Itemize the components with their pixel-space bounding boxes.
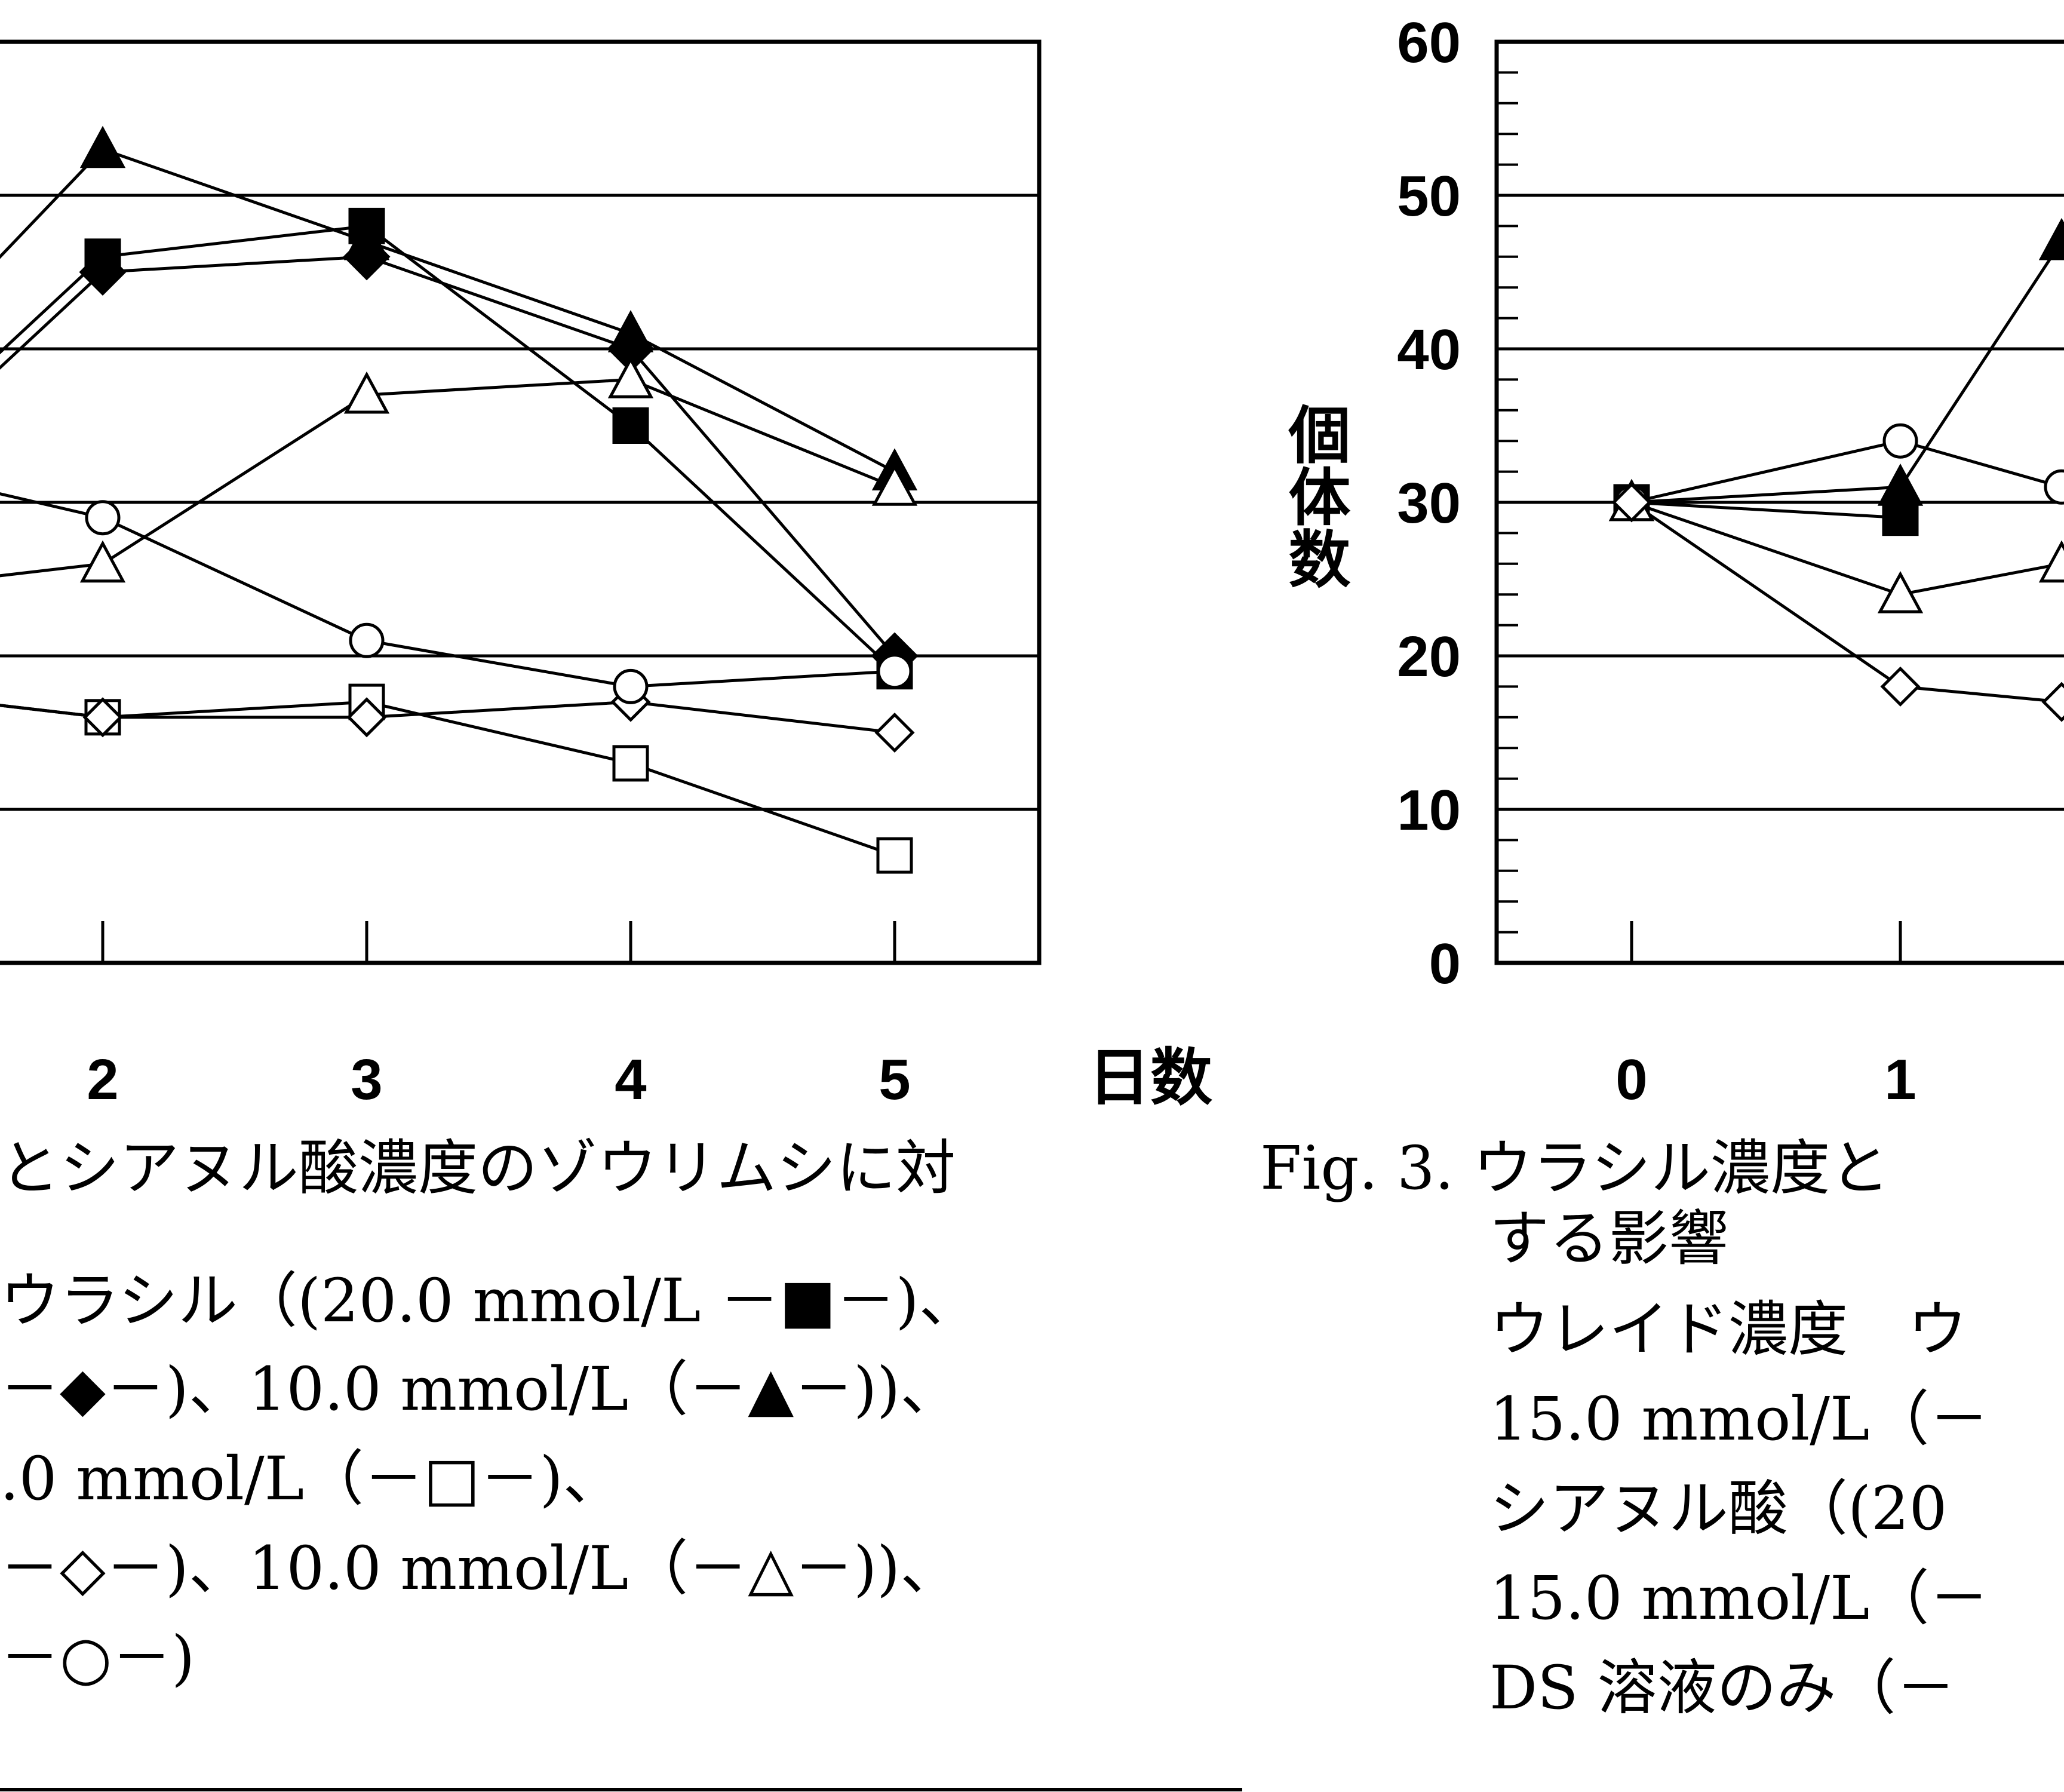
data-point-open-triangle <box>343 371 390 414</box>
data-point-open-triangle <box>1877 570 1924 613</box>
series-line-filled-triangle <box>0 148 896 473</box>
data-point-open-diamond <box>2041 682 2064 722</box>
series-line-filled-square <box>1631 501 1901 520</box>
caption-right-line: 15.0 mmol/L（－ <box>1489 1384 1989 1454</box>
chart-left: 2 3 4 5 日数 <box>0 39 1212 1114</box>
data-point-open-square <box>876 837 913 874</box>
data-point-open-diamond <box>82 697 123 738</box>
y-axis-label: 個体数 <box>1277 403 1351 589</box>
data-point-filled-square <box>612 407 649 444</box>
caption-left-line: .0 mmol/L（－□－)、 <box>0 1444 623 1514</box>
caption-left-line: とシアヌル酸濃度のゾウリムシに対 <box>0 1133 956 1203</box>
x-tick-label: 4 <box>615 1048 646 1112</box>
y-tick-label: 30 <box>1397 471 1461 535</box>
caption-left-line: －○－) <box>0 1623 195 1693</box>
data-point-open-circle <box>613 668 649 704</box>
caption-right-line: Fig. 3. ウラシル濃度と <box>1260 1133 1890 1203</box>
data-point-filled-square <box>1882 499 1919 536</box>
y-tick-label: 60 <box>1397 11 1461 75</box>
data-point-open-triangle <box>871 464 918 506</box>
series-line-filled-triangle <box>1631 240 2063 504</box>
data-point-open-triangle <box>607 356 654 398</box>
series-line-filled-diamond <box>0 255 896 657</box>
series-line-open-diamond <box>1630 501 2062 704</box>
data-point-filled-triangle <box>79 125 126 168</box>
x-tick-label: 3 <box>351 1048 382 1112</box>
x-tick-label: 0 <box>1615 1048 1647 1112</box>
data-point-open-diamond <box>874 712 915 753</box>
data-point-filled-triangle <box>343 217 390 260</box>
series-line-open-triangle <box>0 378 895 578</box>
caption-right-line: 15.0 mmol/L（－ <box>1489 1563 1989 1633</box>
data-point-filled-triangle <box>2038 217 2064 260</box>
data-point-open-circle <box>2044 469 2064 505</box>
caption-left-line: ウラシル（(20.0 mmol/L －■－)、 <box>0 1266 979 1336</box>
series-group <box>0 125 919 874</box>
y-tick-label: 20 <box>1397 625 1461 689</box>
caption-left-line: －◆－)、10.0 mmol/L（－▲－))、 <box>0 1354 960 1424</box>
series-line-open-circle <box>1631 439 2062 504</box>
data-point-open-square <box>612 745 649 782</box>
y-tick-label: 0 <box>1429 932 1461 996</box>
data-point-open-circle <box>349 622 385 658</box>
data-point-open-diamond <box>346 697 387 738</box>
x-tick-label: 2 <box>87 1048 118 1112</box>
series-line-open-square <box>0 700 895 857</box>
caption-right-line: する影響 <box>1489 1204 1728 1274</box>
data-point-filled-diamond <box>79 248 127 296</box>
data-point-open-circle <box>877 653 913 689</box>
caption-right-line: シアヌル酸（(20 <box>1489 1474 1947 1544</box>
data-point-filled-triangle <box>1877 464 1924 506</box>
series-line-open-triangle <box>1631 501 2062 596</box>
y-tick-label: 50 <box>1397 164 1461 228</box>
data-point-open-circle <box>1882 423 1918 459</box>
data-point-open-circle <box>85 500 121 536</box>
x-axis-label: 日数 <box>1088 1041 1212 1114</box>
caption-left-line: －◇－)、10.0 mmol/L（－△－))、 <box>0 1533 960 1603</box>
data-point-filled-triangle <box>607 310 654 352</box>
series-line-filled-square <box>0 224 896 673</box>
y-tick-label: 40 <box>1397 318 1461 382</box>
y-tick-label: 10 <box>1397 778 1461 842</box>
caption-right-line: ウレイド濃度 ウ <box>1489 1294 1967 1364</box>
data-point-open-triangle <box>79 540 126 583</box>
series-line-open-diamond <box>0 700 895 734</box>
data-point-open-triangle <box>2038 540 2064 583</box>
caption-right-line: DS 溶液のみ（－ <box>1489 1653 1955 1723</box>
x-tick-label: 5 <box>879 1048 910 1112</box>
series-group <box>1608 217 2064 722</box>
data-point-open-diamond <box>1611 482 1652 523</box>
x-tick-label: 1 <box>1884 1048 1916 1112</box>
data-point-open-diamond <box>1880 666 1921 707</box>
